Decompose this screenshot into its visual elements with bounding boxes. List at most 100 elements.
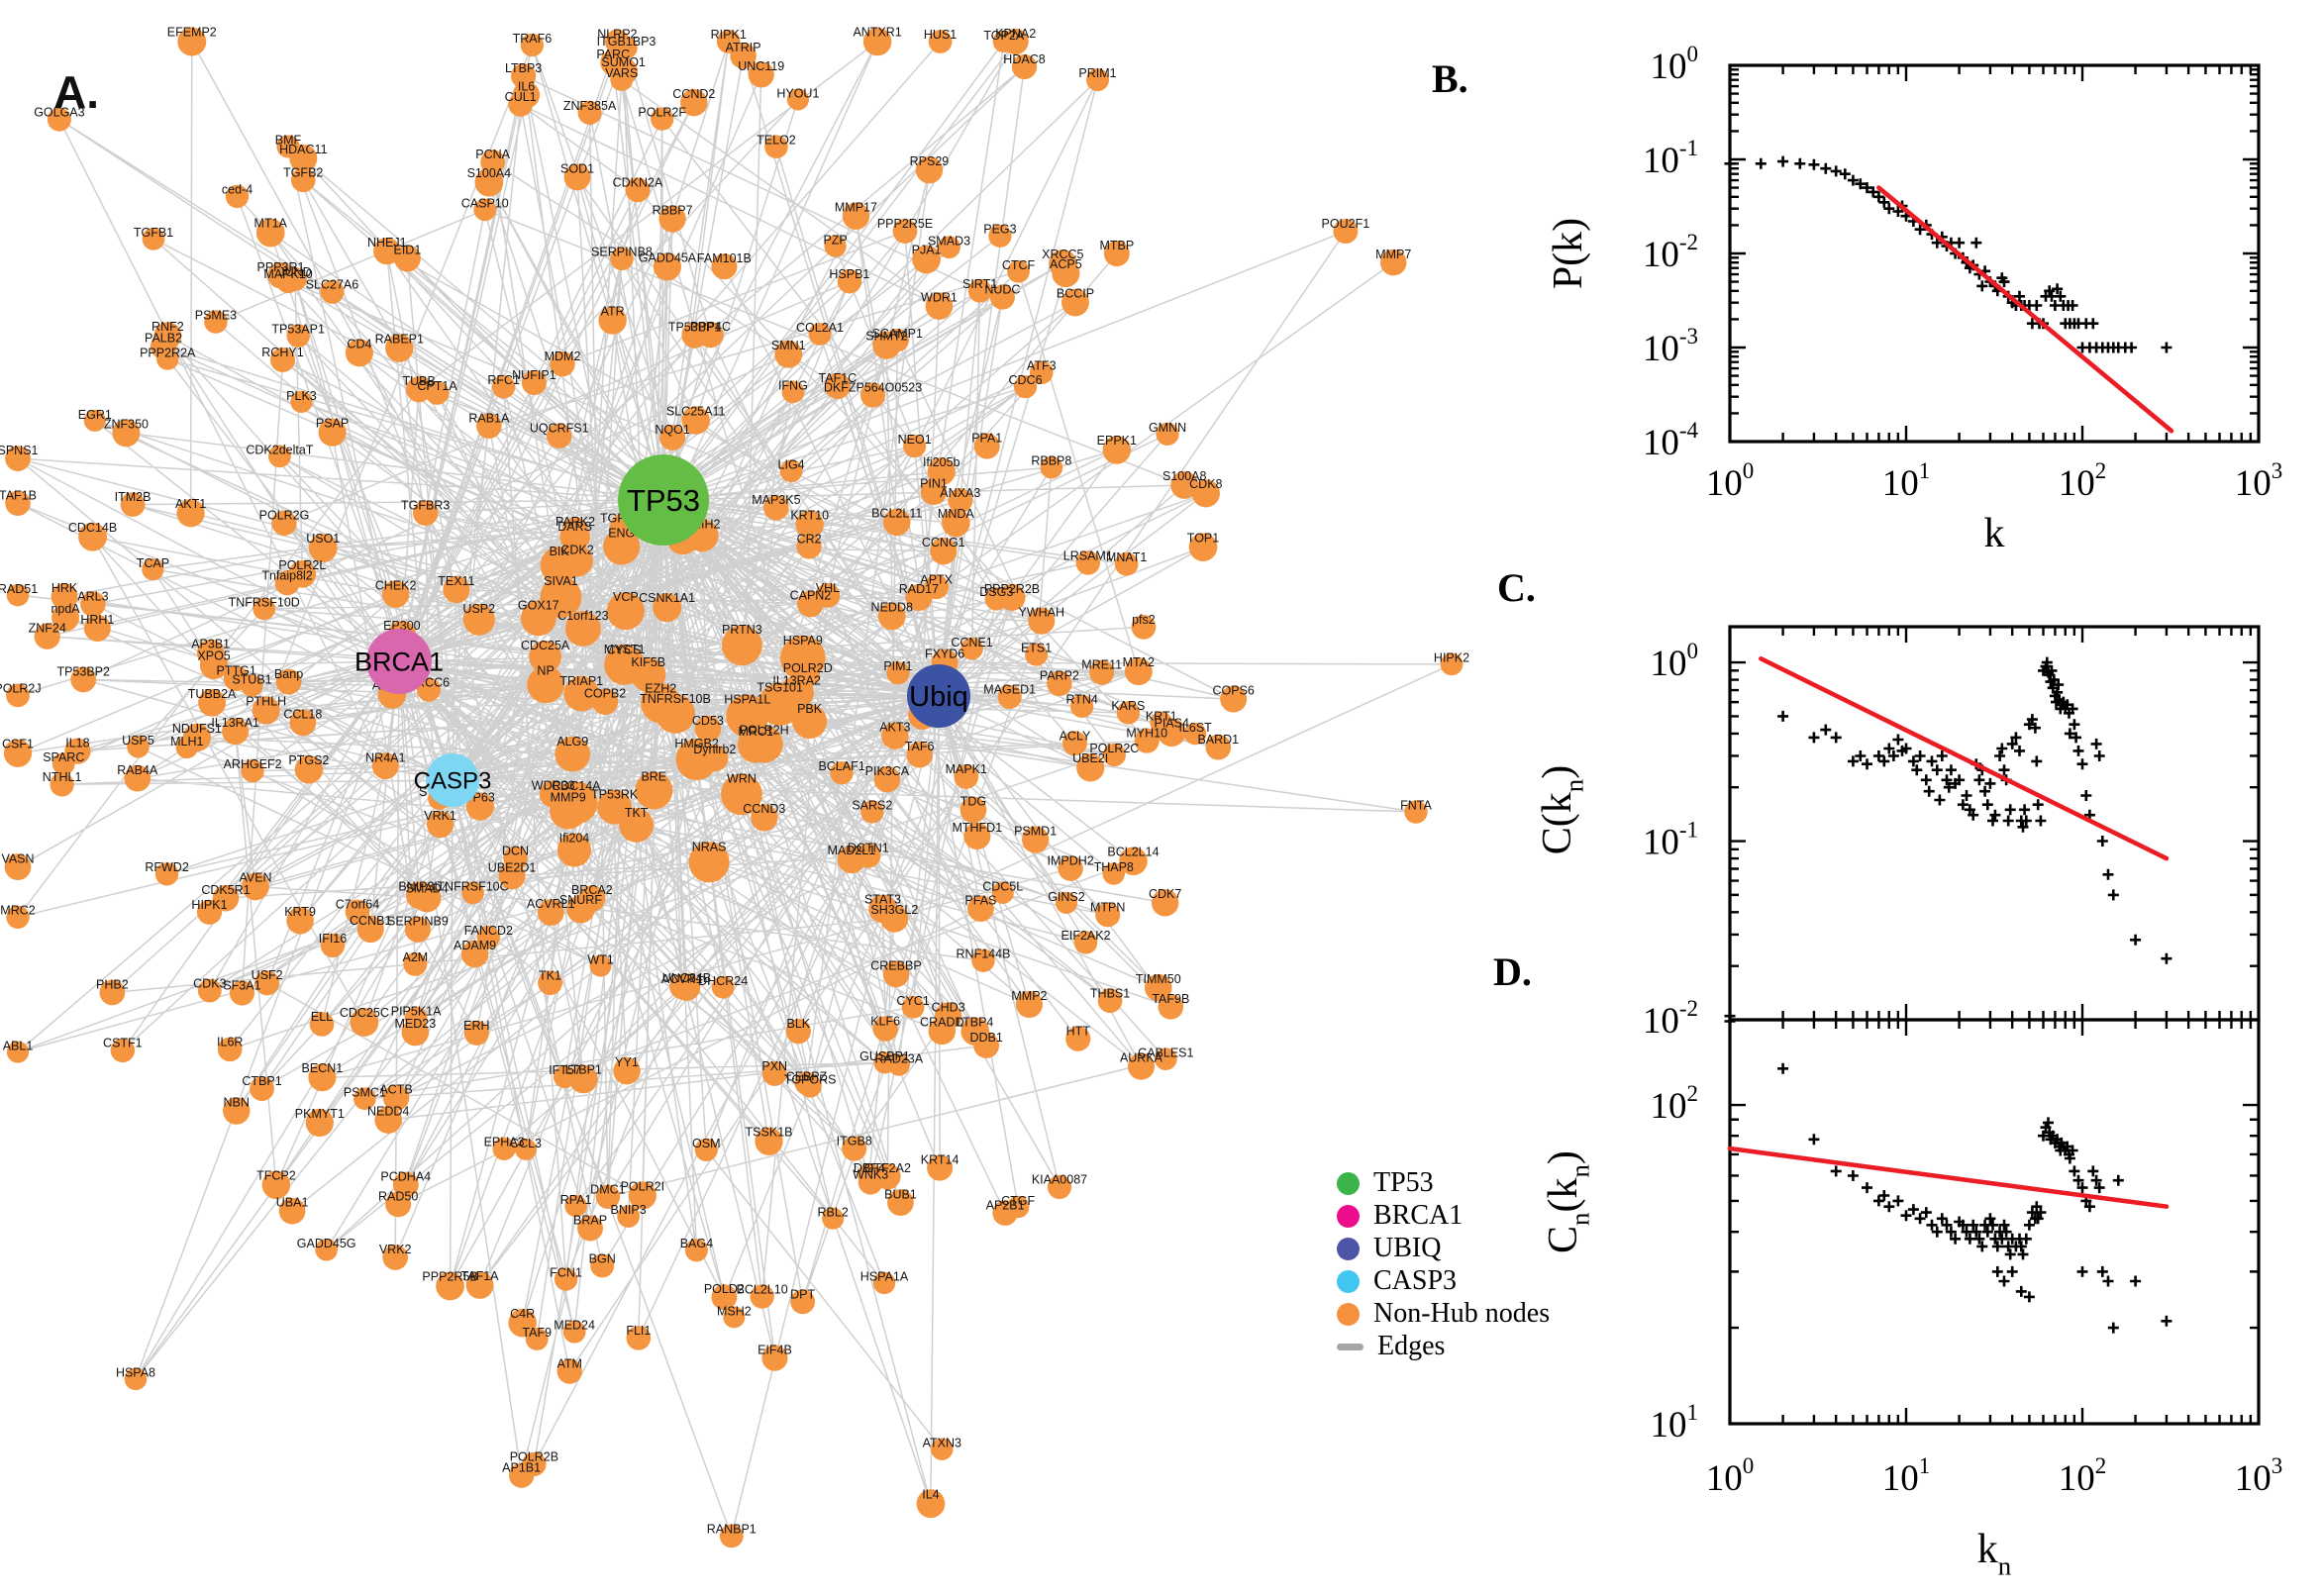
- gene-node-label: PPP2R2A: [140, 346, 196, 359]
- gene-node: [373, 237, 401, 265]
- gene-node-label: PPP2R5E: [877, 217, 933, 231]
- gene-node-label: POLR2I: [621, 1179, 664, 1193]
- gene-node-label: ZNF350: [104, 417, 149, 431]
- gene-node-label: CCNB1: [350, 914, 391, 928]
- gene-node-label: FANCD2: [464, 924, 513, 938]
- gene-node-label: SIVA1: [544, 574, 578, 588]
- gene-node-label: PALB2: [145, 332, 182, 346]
- gene-node: [610, 645, 639, 673]
- gene-node: [6, 683, 30, 708]
- gene-node-label: MED23: [395, 1017, 437, 1031]
- gene-node: [462, 603, 495, 636]
- gene-node: [578, 885, 606, 912]
- gene-node: [906, 742, 933, 768]
- gene-node-label: PTTG1: [216, 663, 255, 677]
- gene-node-label: PPP4C: [690, 320, 731, 334]
- gene-node: [563, 163, 591, 191]
- gene-node-label: CTCF: [1002, 258, 1036, 272]
- gene-node: [912, 245, 941, 274]
- gene-node: [515, 1138, 538, 1160]
- gene-node-label: RAD23A: [874, 1052, 923, 1066]
- gene-node-label: SMAD3: [928, 234, 970, 248]
- gene-node-label: BUB1: [884, 1187, 917, 1201]
- gene-node-label: BLK: [787, 1017, 811, 1031]
- gene-node: [509, 1462, 535, 1488]
- gene-node: [110, 1038, 136, 1063]
- scatter-markers: [1724, 656, 2172, 1022]
- hub-node-ubiq: [907, 664, 970, 728]
- gene-node-label: ACLY: [1060, 729, 1091, 743]
- gene-node-label: ATRIP: [726, 41, 761, 54]
- edge-swatch-icon: [1337, 1343, 1364, 1350]
- y-tick-label: 10-2: [1643, 230, 1698, 275]
- gene-node: [628, 1181, 656, 1210]
- gene-node-label: SOD1: [560, 162, 594, 176]
- gene-node-label: COL2A1: [796, 321, 844, 335]
- gene-node: [723, 1306, 746, 1329]
- gene-node: [796, 534, 822, 559]
- gene-node-label: TK1: [539, 968, 561, 982]
- gene-node-label: PIM1: [883, 659, 912, 673]
- gene-node-label: CYC1: [896, 994, 929, 1008]
- gene-node-label: GADD45A: [639, 250, 697, 264]
- brca1-swatch-icon: [1337, 1204, 1360, 1228]
- gene-node-label: RNF2: [152, 320, 184, 334]
- gene-node-label: TRIAP1: [559, 674, 603, 688]
- gene-node-label: S100A8: [1162, 469, 1207, 483]
- gene-node-label: BNIP3L: [398, 880, 441, 894]
- gene-node-label: VASN: [1, 851, 34, 865]
- gene-node: [1205, 734, 1232, 760]
- gene-node-label: RPA1: [560, 1193, 592, 1207]
- gene-node: [590, 1253, 615, 1278]
- gene-node-label: RNF144B: [957, 948, 1011, 961]
- y-tick-label: 10-2: [1643, 996, 1698, 1042]
- gene-node-label: NEDD8: [871, 601, 913, 615]
- gene-node-label: MTBP: [1099, 239, 1134, 252]
- gene-node-label: ITM2B: [115, 490, 152, 504]
- gene-node-label: TP53BP2: [56, 665, 110, 679]
- gene-node: [556, 833, 592, 867]
- x-tick-label: 102: [2059, 458, 2107, 504]
- gene-node-label: ZNF24: [29, 622, 66, 636]
- gene-node: [47, 107, 71, 132]
- gene-node: [318, 418, 347, 447]
- gene-node-label: DBF4: [854, 1161, 885, 1175]
- gene-node-label: SPNS1: [0, 444, 39, 457]
- gene-node: [276, 135, 300, 158]
- gene-node: [780, 635, 826, 681]
- gene-node: [436, 1271, 464, 1301]
- gene-node-label: APTX: [920, 572, 953, 586]
- gene-node: [748, 61, 774, 88]
- gene-node-label: Ifi205b: [923, 455, 960, 469]
- gene-node-label: Dynlrb2: [693, 743, 736, 756]
- gene-node-label: ADAM9: [454, 939, 496, 952]
- gene-node: [561, 517, 589, 544]
- gene-node: [1220, 685, 1248, 713]
- gene-node: [721, 625, 762, 666]
- gene-node-label: MAPK10: [263, 267, 312, 281]
- gene-node: [842, 1136, 867, 1161]
- gene-node: [873, 765, 901, 793]
- gene-node-label: UNC84B: [662, 971, 711, 985]
- gene-node-label: NEO1: [898, 433, 932, 447]
- gene-node-label: HSPA8: [116, 1366, 155, 1380]
- gene-node: [761, 1345, 788, 1371]
- gene-node: [267, 445, 291, 468]
- gene-node-label: CHEK2: [375, 578, 417, 592]
- gene-node-label: BCL2L11: [871, 507, 922, 521]
- legend-item-nonhub: Non-Hub nodes: [1337, 1300, 1550, 1328]
- gene-node-label: PPP2R5B: [422, 1270, 477, 1284]
- gene-node-label: XRCC5: [1042, 248, 1083, 261]
- gene-node: [142, 557, 164, 581]
- gene-node-label: ANTXR1: [853, 26, 901, 40]
- gene-node: [529, 640, 561, 673]
- gene-node-label: SMAD4: [406, 882, 449, 896]
- x-axis-title: kn: [1977, 1527, 2012, 1581]
- gene-node: [3, 739, 33, 767]
- gene-node: [274, 570, 300, 596]
- gene-node-label: MMP9: [551, 790, 586, 804]
- gene-node: [269, 347, 295, 372]
- gene-node-label: CASP10: [461, 197, 509, 211]
- y-tick-label: 10-4: [1643, 418, 1699, 463]
- gene-node-label: MMP17: [835, 201, 877, 215]
